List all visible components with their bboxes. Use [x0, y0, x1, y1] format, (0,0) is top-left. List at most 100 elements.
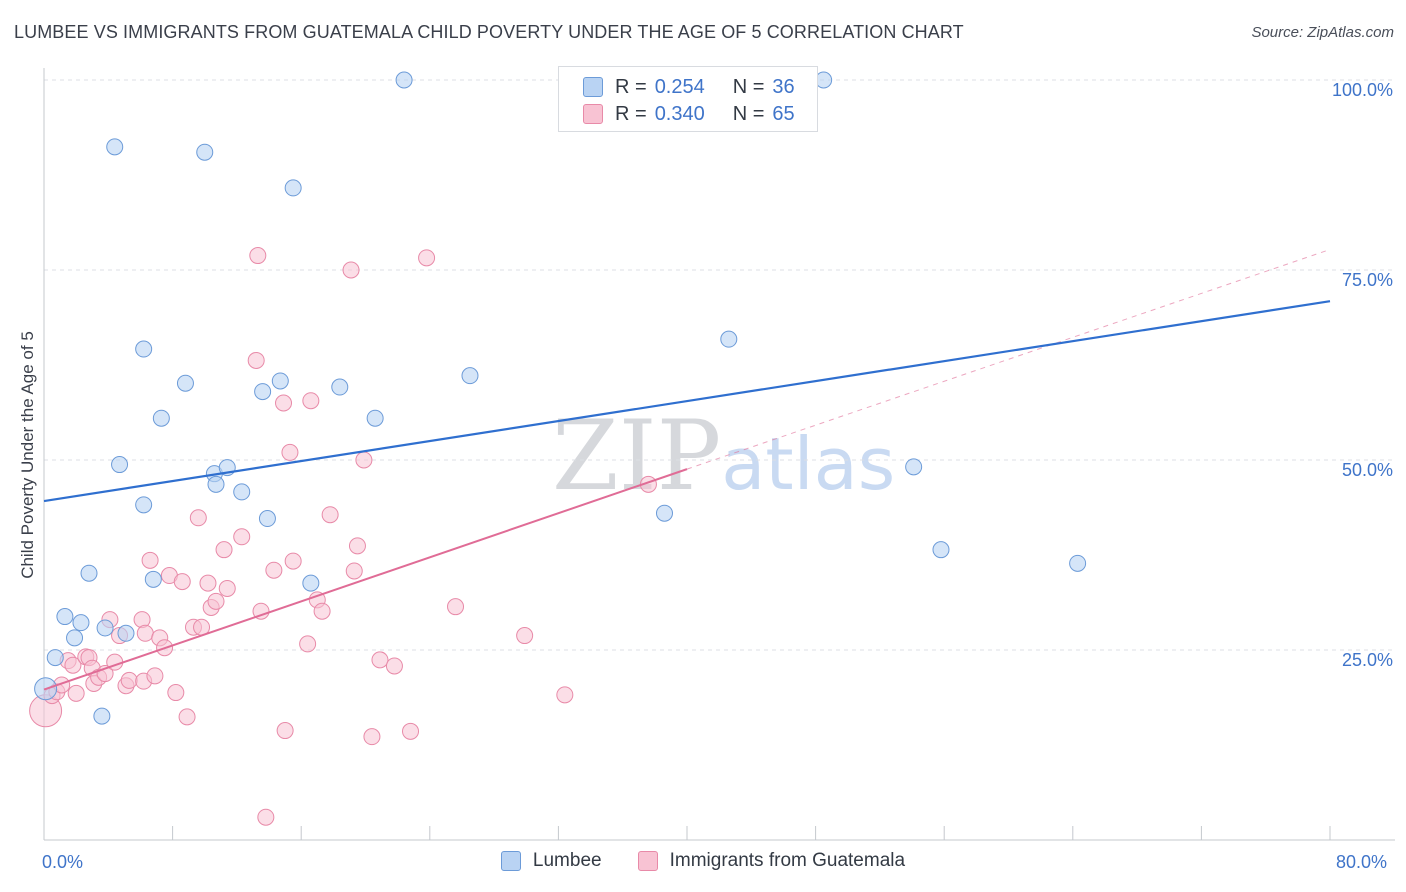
guatemala-swatch [583, 104, 603, 124]
data-points [29, 71, 1087, 826]
lumbee-point [135, 496, 153, 514]
axes [43, 68, 1395, 841]
guatemala-point [275, 394, 293, 412]
lumbee-point [461, 367, 479, 385]
guatemala-point [299, 635, 317, 653]
lumbee-point [254, 383, 272, 401]
guatemala-point [402, 722, 420, 740]
guatemala-point [141, 551, 159, 569]
x-tick-min: 0.0% [42, 852, 84, 872]
guatemala-point [345, 562, 363, 580]
guatemala-point [302, 392, 320, 410]
guatemala-point [233, 528, 251, 546]
guatemala-point [218, 579, 236, 597]
guatemala-point [215, 541, 233, 559]
lumbee-point [271, 372, 289, 390]
guatemala-point [120, 671, 138, 689]
chart-title: LUMBEE VS IMMIGRANTS FROM GUATEMALA CHIL… [14, 22, 964, 42]
lumbee-point [111, 456, 129, 474]
guatemala-point [249, 247, 267, 265]
lumbee-point [80, 564, 98, 582]
lumbee-point [152, 409, 170, 427]
lumbee-point [72, 614, 90, 632]
y-tick-label: 100.0% [1332, 80, 1393, 100]
lumbee-point [66, 629, 84, 647]
legend-r-value: 0.254 [654, 75, 705, 98]
lumbee-point [720, 330, 738, 348]
lumbee-point [96, 619, 114, 637]
guatemala-legend-label: Immigrants from Guatemala [669, 850, 906, 871]
lumbee-point [395, 71, 413, 89]
guatemala-point [167, 684, 185, 702]
lumbee-point [207, 475, 225, 493]
legend-n-value: 65 [772, 102, 795, 125]
guatemala-point [146, 667, 164, 685]
trend-lines [43, 249, 1331, 691]
guatemala-point [136, 624, 154, 642]
stats-legend: R = 0.254 N = 36 R = 0.340 N = 65 [558, 66, 818, 132]
lumbee-point [56, 608, 74, 626]
lumbee-point [284, 179, 302, 197]
series-legend: Lumbee Immigrants from Guatemala [0, 850, 1406, 872]
guatemala-legend-swatch [637, 851, 658, 871]
lumbee-point [93, 707, 111, 725]
guatemala-point [516, 627, 534, 645]
guatemala-point [447, 598, 465, 616]
guatemala-point [313, 602, 331, 620]
lumbee-point [196, 143, 214, 161]
guatemala-trend-line [43, 468, 688, 691]
legend-item-guatemala: Immigrants from Guatemala [637, 850, 906, 872]
guatemala-point [556, 686, 574, 704]
guatemala-point [252, 602, 270, 620]
lumbee-point [117, 624, 135, 642]
lumbee-point [144, 570, 162, 588]
lumbee-point [233, 483, 251, 501]
guatemala-point [385, 657, 403, 675]
guatemala-point [67, 684, 85, 702]
lumbee-point [1069, 554, 1087, 572]
gridlines [44, 79, 1395, 651]
lumbee-point [46, 649, 64, 667]
lumbee-point [905, 458, 923, 476]
lumbee-point [366, 409, 384, 427]
y-tick-label: 50.0% [1342, 460, 1393, 480]
guatemala-point [342, 261, 360, 279]
legend-n-label: N = [732, 75, 765, 98]
guatemala-point [199, 574, 217, 592]
legend-row-lumbee: R = 0.254 N = 36 [583, 75, 795, 99]
guatemala-point [64, 656, 82, 674]
lumbee-point [815, 71, 833, 89]
lumbee-legend-swatch [500, 851, 521, 871]
guatemala-point [418, 249, 436, 267]
guatemala-point [355, 451, 373, 469]
legend-r-label: R = [615, 75, 647, 98]
guatemala-point [371, 651, 389, 669]
guatemala-point [257, 808, 275, 826]
guatemala-point [276, 722, 294, 740]
guatemala-point [207, 592, 225, 610]
legend-r-value: 0.340 [654, 102, 705, 125]
guatemala-point [178, 708, 196, 726]
guatemala-trend-extension [686, 249, 1331, 470]
lumbee-point [258, 510, 276, 528]
lumbee-point [135, 340, 153, 358]
guatemala-point [189, 509, 207, 527]
legend-item-lumbee: Lumbee [500, 850, 602, 872]
y-tick-label: 25.0% [1342, 650, 1393, 670]
lumbee-point [932, 541, 950, 559]
source-credit: Source: ZipAtlas.com [1251, 24, 1394, 41]
guatemala-point [247, 351, 265, 369]
guatemala-point [281, 443, 299, 461]
lumbee-swatch [583, 77, 603, 97]
legend-r-label: R = [615, 102, 647, 125]
guatemala-point [321, 506, 339, 524]
legend-row-guatemala: R = 0.340 N = 65 [583, 102, 795, 126]
lumbee-trend-line [43, 300, 1331, 503]
lumbee-point [302, 574, 320, 592]
lumbee-point [331, 378, 349, 396]
guatemala-point [348, 537, 366, 555]
legend-n-label: N = [732, 102, 765, 125]
lumbee-legend-label: Lumbee [532, 850, 602, 871]
guatemala-point [284, 552, 302, 570]
